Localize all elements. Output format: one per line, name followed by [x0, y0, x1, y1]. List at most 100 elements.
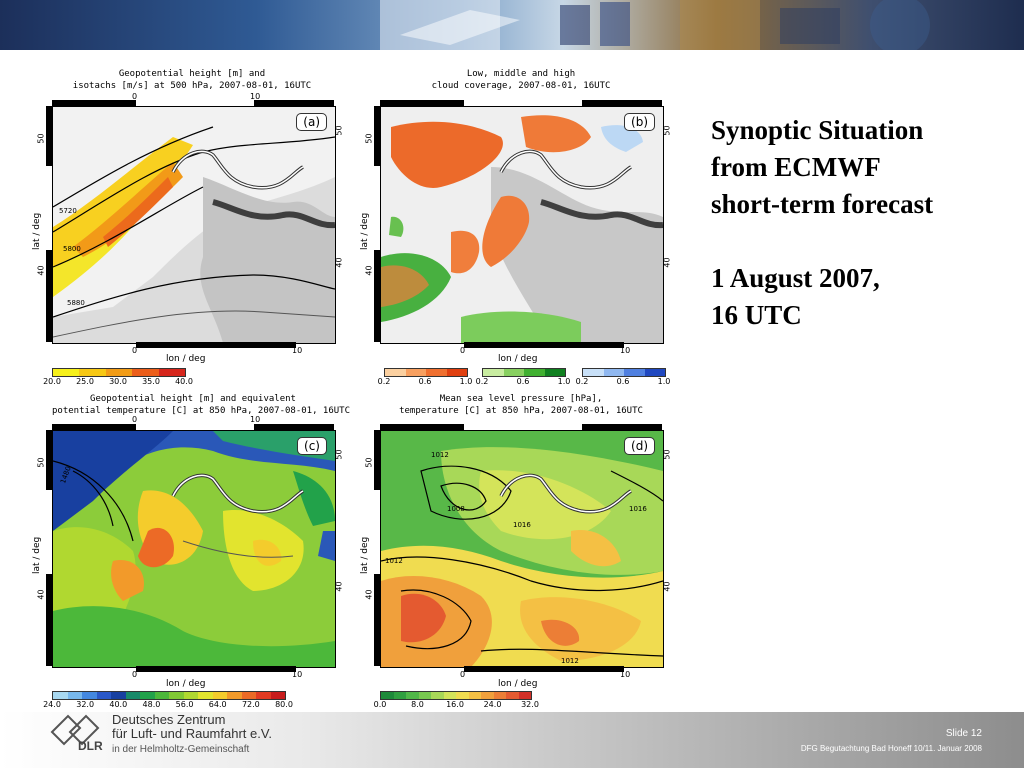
- colorbar-label: 0.6: [418, 377, 432, 386]
- panel-c-title-line: potential temperature [C] at 850 hPa, 20…: [52, 406, 351, 416]
- date-line: 1 August 2007,: [711, 263, 880, 293]
- colorbar-swatch: [443, 692, 456, 699]
- contour-label: 1008: [447, 505, 465, 513]
- colorbar-swatch: [431, 692, 444, 699]
- colorbar-swatch: [53, 369, 80, 376]
- colorbar-swatch: [96, 692, 111, 699]
- frame-bar: [136, 342, 296, 348]
- colorbar-swatch: [446, 369, 467, 376]
- x-axis-label: lon / deg: [498, 679, 538, 689]
- y-axis-label: lat / deg: [32, 212, 42, 250]
- colorbar-label: 1.0: [459, 377, 473, 386]
- colorbar-label: 0.2: [575, 377, 589, 386]
- colorbar-swatch: [53, 692, 68, 699]
- colorbar-swatch: [524, 369, 545, 376]
- colorbar-c: [52, 691, 286, 700]
- x-tick: 10: [292, 346, 303, 355]
- colorbar-label: 72.0: [241, 700, 260, 709]
- colorbar-swatch: [385, 369, 406, 376]
- y-tick: 50: [334, 125, 344, 136]
- colorbar-label: 48.0: [142, 700, 161, 709]
- y-axis-label: lat / deg: [360, 536, 370, 574]
- frame-bar: [464, 342, 624, 348]
- frame-bar: [582, 424, 662, 430]
- contour-label: 1016: [629, 505, 647, 513]
- colorbar-swatch: [481, 692, 494, 699]
- colorbar-swatch: [183, 692, 198, 699]
- slide-number: Slide 12: [945, 728, 982, 739]
- org-name: Deutsches Zentrum für Luft- und Raumfahr…: [112, 713, 272, 757]
- frame-vbar: [46, 250, 52, 342]
- panel-c-tag: (c): [297, 437, 327, 455]
- frame-vbar: [46, 106, 52, 166]
- map-panel-a: (a) 5720 5800 5880: [52, 106, 336, 344]
- y-tick: 40: [662, 257, 672, 268]
- slide-title: Synoptic Situation from ECMWF short-term…: [711, 112, 1011, 334]
- panel-a-title-line: Geopotential height [m] and: [118, 69, 266, 79]
- contour-label: 1012: [431, 451, 449, 459]
- frame-vbar: [374, 106, 380, 166]
- colorbar-label: 35.0: [142, 377, 160, 386]
- colorbar-swatch: [125, 692, 140, 699]
- frame-vbar: [374, 574, 380, 666]
- frame-bar: [380, 100, 464, 106]
- colorbar-swatch: [456, 692, 469, 699]
- panel-c-title-line: Geopotential height [m] and equivalent: [90, 394, 296, 404]
- colorbar-swatch: [79, 369, 106, 376]
- colorbar-swatch: [198, 692, 213, 699]
- banner-graphic: [380, 0, 930, 50]
- x-tick: 0: [132, 670, 138, 679]
- colorbar-swatch: [270, 692, 285, 699]
- x-tick: 10: [250, 415, 261, 424]
- panel-b-title-line: Low, middle and high: [466, 69, 576, 79]
- map-panel-c: (c) 1480: [52, 430, 336, 668]
- y-tick: 40: [662, 581, 672, 592]
- colorbar-d: [380, 691, 532, 700]
- colorbar-label: 24.0: [483, 700, 502, 709]
- contour-label: 1016: [513, 521, 531, 529]
- frame-bar: [254, 100, 334, 106]
- colorbar-label: 80.0: [275, 700, 293, 709]
- colorbar-swatch: [227, 692, 242, 699]
- colorbar-swatch: [256, 692, 271, 699]
- colorbar-label: 0.2: [377, 377, 391, 386]
- frame-vbar: [46, 430, 52, 490]
- panel-d-title-line: temperature [C] at 850 hPa, 2007-08-01, …: [399, 406, 643, 416]
- contour-label: 1012: [385, 557, 403, 565]
- colorbar-swatch: [518, 692, 531, 699]
- colorbar-swatch: [111, 692, 126, 699]
- frame-vbar: [46, 574, 52, 666]
- x-tick: 0: [460, 346, 466, 355]
- x-tick: 0: [132, 346, 138, 355]
- frame-vbar: [374, 250, 380, 342]
- x-tick: 0: [460, 670, 466, 679]
- colorbar-label: 0.6: [616, 377, 630, 386]
- colorbar-swatch: [381, 692, 394, 699]
- colorbar-label: 8.0: [411, 700, 424, 709]
- date-line: 16 UTC: [711, 300, 802, 330]
- x-tick: 10: [620, 346, 631, 355]
- colorbar-swatch: [158, 369, 186, 376]
- org-line: für Luft- und Raumfahrt e.V.: [112, 726, 272, 741]
- panel-c-title: Geopotential height [m] and equivalent p…: [52, 393, 351, 417]
- panel-a-title-line: isotachs [m/s] at 500 hPa, 2007-08-01, 1…: [72, 81, 312, 91]
- y-tick: 40: [36, 265, 46, 276]
- y-tick: 40: [334, 257, 344, 268]
- colorbar-swatch: [418, 692, 431, 699]
- colorbar-label: 40.0: [109, 700, 128, 709]
- colorbar-swatch: [503, 369, 524, 376]
- colorbar-b-low: [384, 368, 468, 377]
- colorbar-label: 0.2: [475, 377, 489, 386]
- y-tick: 50: [662, 125, 672, 136]
- colorbar-swatch: [544, 369, 565, 376]
- panel-d-title-line: Mean sea level pressure [hPa],: [439, 394, 603, 404]
- contour-label: 1012: [561, 657, 579, 665]
- colorbar-label: 20.0: [43, 377, 61, 386]
- colorbar-swatch: [583, 369, 604, 376]
- footer-bar: [0, 712, 1024, 768]
- colorbar-swatch: [406, 692, 419, 699]
- y-tick: 50: [662, 449, 672, 460]
- y-axis-label: lat / deg: [360, 212, 370, 250]
- x-tick: 0: [132, 415, 138, 424]
- panel-a-tag: (a): [296, 113, 327, 131]
